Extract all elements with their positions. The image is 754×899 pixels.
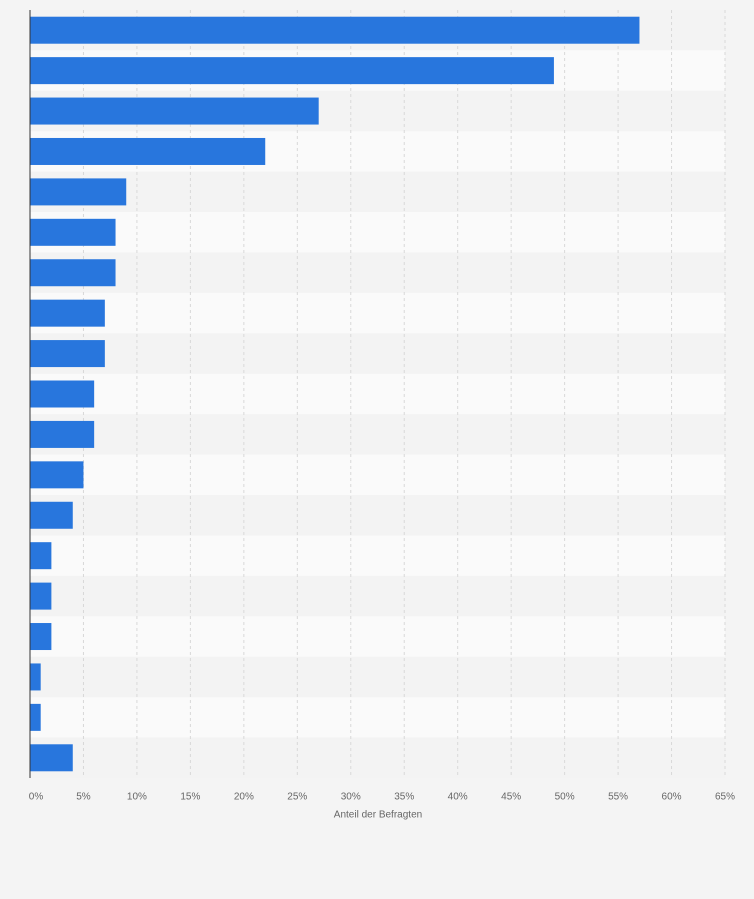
x-tick-label: 60% <box>662 792 682 803</box>
bar <box>30 97 319 125</box>
x-tick-label: 55% <box>608 792 628 803</box>
bar <box>30 16 640 44</box>
row-stripe <box>30 737 725 778</box>
bar <box>30 501 73 529</box>
bar <box>30 420 95 448</box>
row-stripe <box>30 373 725 415</box>
x-tick-label: 50% <box>555 792 575 803</box>
bar <box>30 340 105 368</box>
bar <box>30 663 41 691</box>
bar <box>30 259 116 287</box>
row-stripe <box>30 292 725 334</box>
row-stripe <box>30 212 725 253</box>
bar <box>30 178 127 206</box>
x-tick-label: 0% <box>29 792 44 803</box>
row-stripe <box>30 616 725 657</box>
x-tick-label: 65% <box>715 792 735 803</box>
row-stripe <box>30 333 725 374</box>
x-tick-label: 30% <box>341 792 361 803</box>
x-tick-label: 45% <box>501 792 521 803</box>
bar <box>30 218 116 246</box>
x-tick-label: 20% <box>234 792 254 803</box>
row-stripe <box>30 171 725 213</box>
x-tick-label: 35% <box>394 792 414 803</box>
bar <box>30 623 52 651</box>
row-stripe <box>30 252 725 293</box>
x-tick-label: 15% <box>180 792 200 803</box>
bar <box>30 582 52 610</box>
x-tick-label: 10% <box>127 792 147 803</box>
x-tick-label: 25% <box>287 792 307 803</box>
bar <box>30 703 41 731</box>
bar <box>30 542 52 570</box>
bar <box>30 380 95 408</box>
bar <box>30 57 554 85</box>
row-stripe <box>30 575 725 617</box>
bar <box>30 137 266 165</box>
row-stripe <box>30 697 725 738</box>
row-stripe <box>30 495 725 536</box>
row-stripe <box>30 454 725 496</box>
x-tick-label: 40% <box>448 792 468 803</box>
bar <box>30 744 73 772</box>
row-stripe <box>30 535 725 576</box>
row-stripe <box>30 656 725 698</box>
x-tick-label: 5% <box>76 792 91 803</box>
bar <box>30 461 84 489</box>
x-axis-title: Anteil der Befragten <box>334 810 422 821</box>
bar <box>30 299 105 327</box>
row-stripe <box>30 414 725 455</box>
